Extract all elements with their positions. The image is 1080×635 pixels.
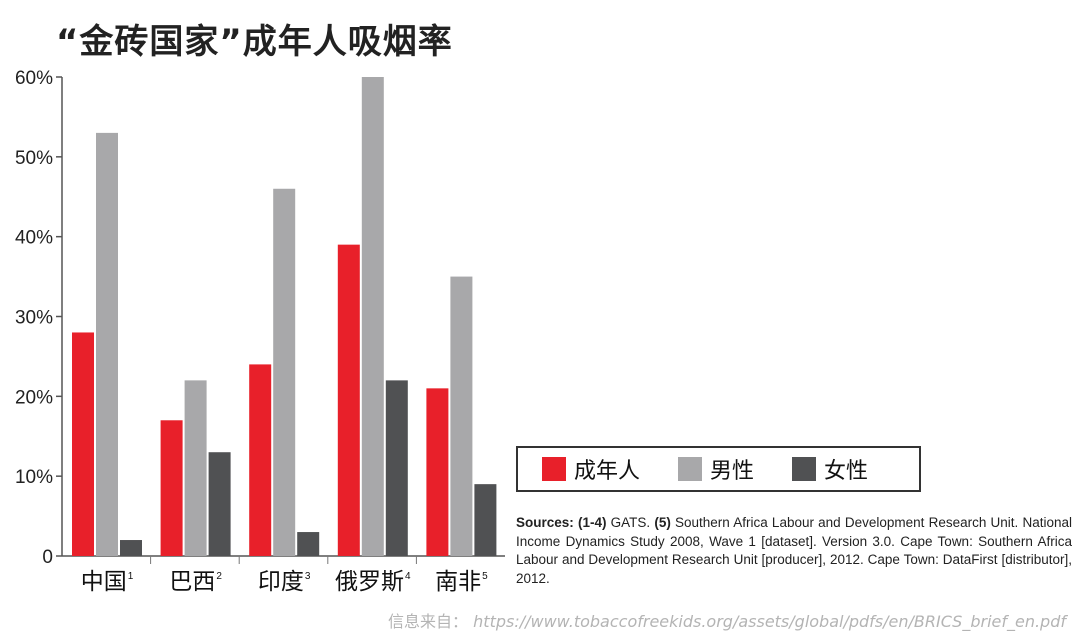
sources-ref-1: (1-4) — [577, 515, 607, 530]
bar-成年人-俄罗斯 — [337, 244, 360, 556]
y-tick-label: 10% — [15, 467, 53, 488]
legend-item-adult: 成年人 — [542, 453, 640, 485]
bar-男性-印度 — [273, 188, 296, 556]
bar-成年人-中国 — [72, 332, 94, 556]
sources-text-1: GATS. — [606, 515, 655, 530]
sources-ref-2: (5) — [654, 515, 671, 530]
sources-note: Sources: (1-4) GATS. (5) Southern Africa… — [516, 514, 1072, 588]
source-footer: 信息来自： https://www.tobaccofreekids.org/as… — [388, 608, 1066, 632]
sources-text-2: Southern Africa Labour and Development R… — [516, 515, 1072, 586]
x-category-superscript: 5 — [482, 571, 488, 582]
x-category-superscript: 3 — [305, 571, 311, 582]
bar-女性-南非 — [474, 484, 497, 556]
bar-男性-巴西 — [184, 380, 207, 556]
legend-swatch-male — [678, 457, 703, 481]
y-tick-label: 20% — [15, 387, 53, 408]
y-tick-label: 60% — [15, 68, 53, 89]
y-tick-label: 50% — [15, 148, 53, 169]
bar-成年人-南非 — [426, 388, 449, 556]
bar-成年人-印度 — [249, 364, 272, 556]
chart-legend: 成年人 男性 女性 — [516, 446, 921, 492]
x-category-label: 巴西2 — [169, 569, 222, 595]
legend-label-adult: 成年人 — [574, 459, 641, 484]
y-tick-label: 30% — [15, 308, 53, 329]
legend-item-male: 男性 — [678, 453, 754, 485]
sources-prefix: Sources: — [516, 515, 578, 530]
x-category-label: 中国1 — [81, 569, 134, 595]
bar-成年人-巴西 — [160, 420, 183, 556]
bar-女性-俄罗斯 — [385, 380, 408, 556]
chart-title: “金砖国家”成年人吸烟率 — [56, 22, 453, 62]
bar-女性-印度 — [297, 532, 320, 556]
bar-男性-俄罗斯 — [361, 77, 384, 556]
x-category-label: 南非5 — [435, 569, 488, 595]
bar-男性-南非 — [450, 276, 473, 556]
legend-swatch-female — [792, 457, 817, 481]
bar-女性-中国 — [120, 540, 142, 556]
y-tick-label: 0 — [42, 547, 53, 568]
x-category-superscript: 4 — [405, 571, 411, 582]
legend-item-female: 女性 — [792, 453, 868, 485]
source-url-link[interactable]: https://www.tobaccofreekids.org/assets/g… — [473, 612, 1066, 631]
x-category-label: 印度3 — [258, 569, 311, 595]
legend-label-female: 女性 — [824, 459, 869, 484]
bar-女性-巴西 — [208, 452, 231, 556]
source-footer-label: 信息来自： — [388, 612, 469, 631]
bar-男性-中国 — [96, 132, 118, 556]
x-category-label: 俄罗斯4 — [335, 569, 411, 595]
legend-swatch-adult — [542, 457, 566, 481]
x-category-superscript: 2 — [216, 571, 222, 582]
legend-label-male: 男性 — [710, 459, 755, 484]
x-category-superscript: 1 — [128, 571, 134, 582]
y-tick-label: 40% — [15, 228, 53, 249]
